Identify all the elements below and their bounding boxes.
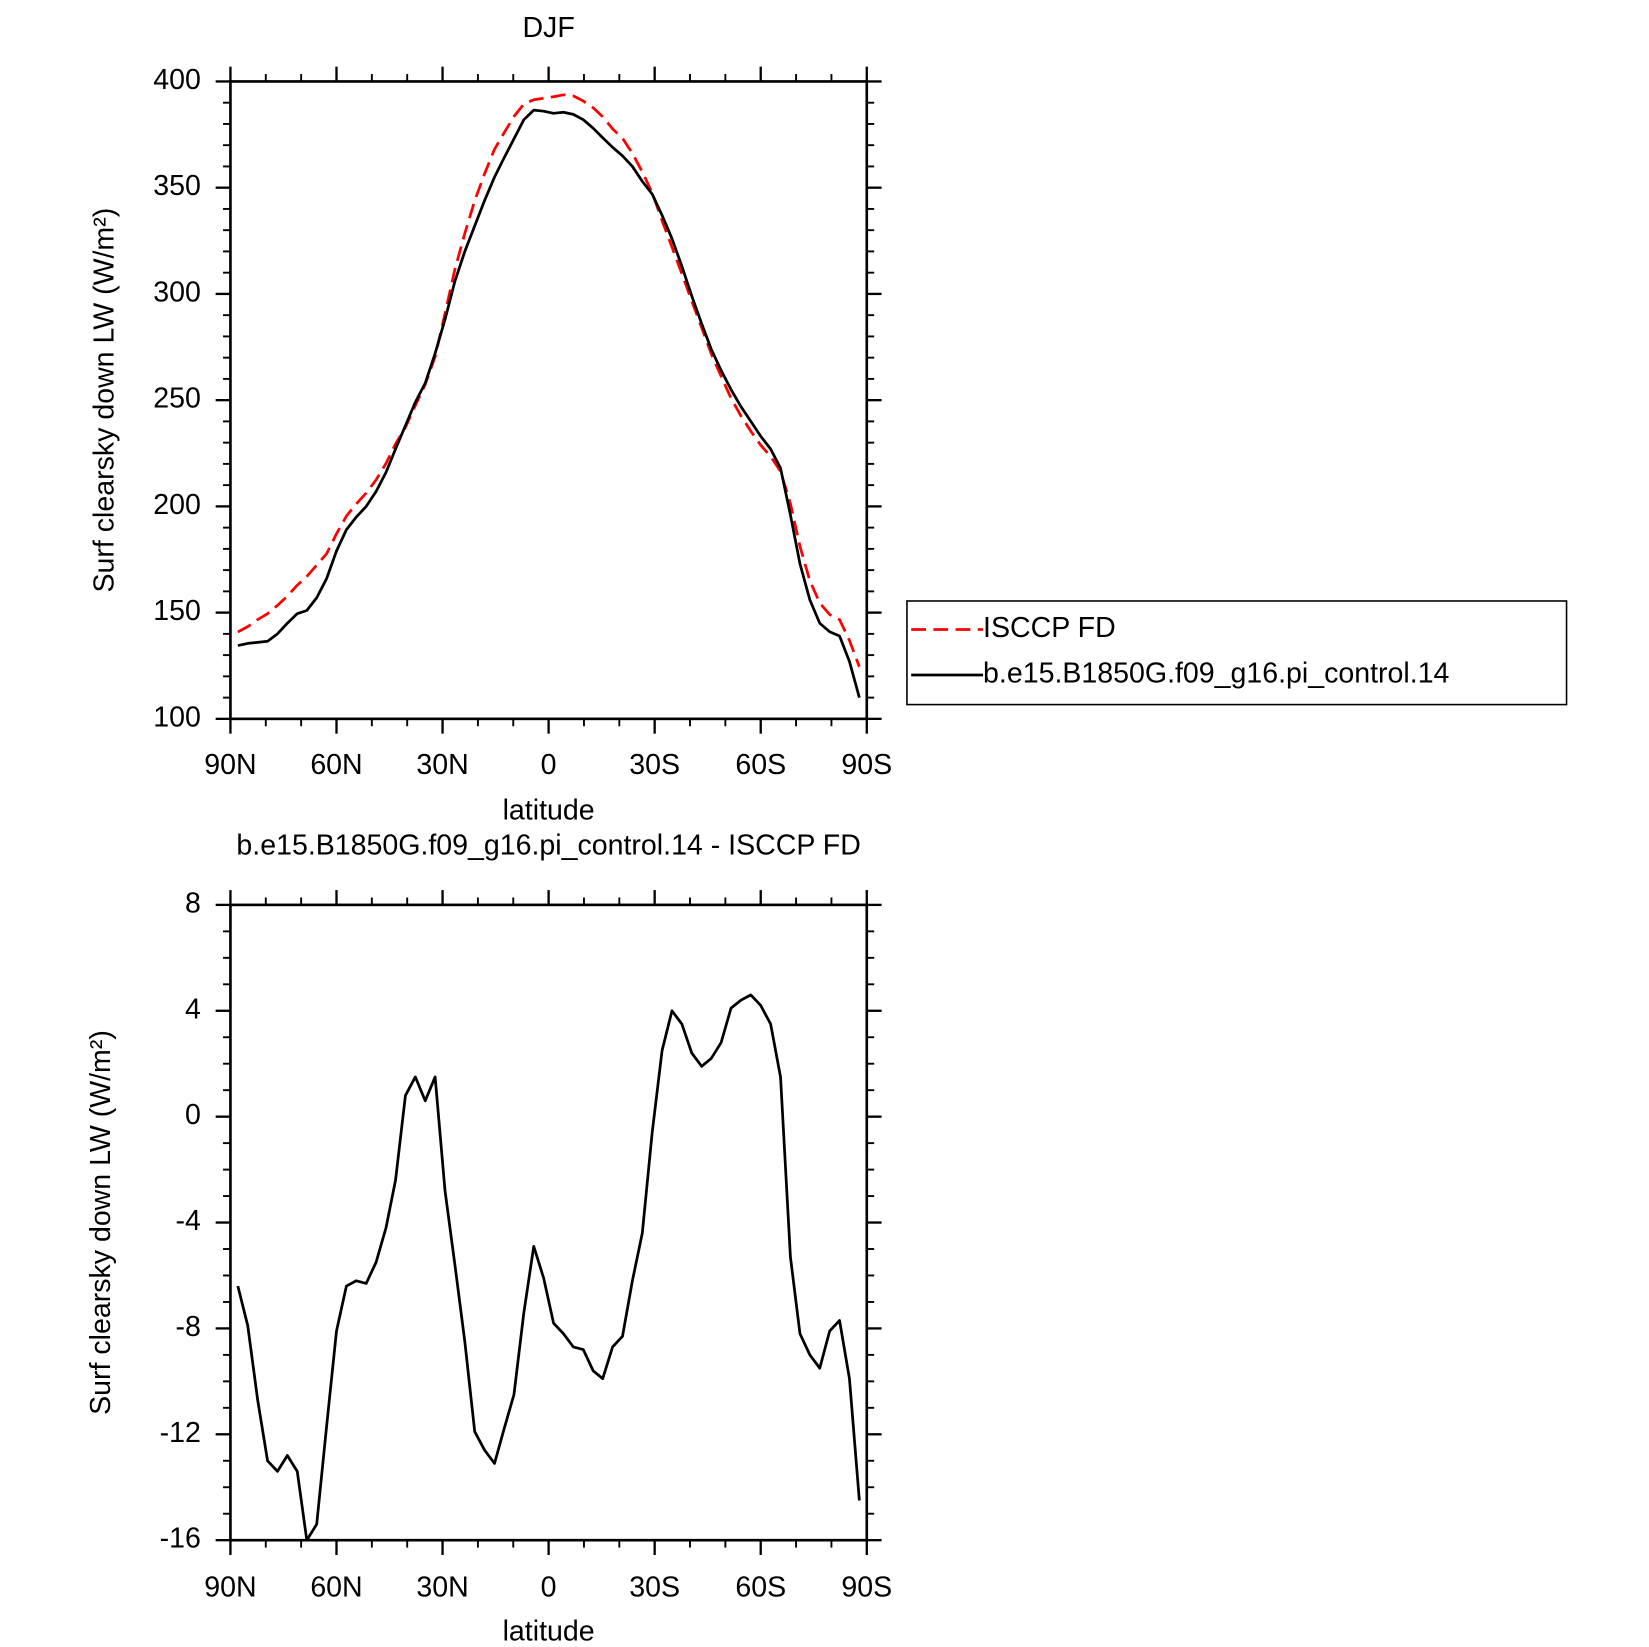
chart-title: b.e15.B1850G.f09_g16.pi_control.14 - ISC… [236,829,860,861]
y-tick-label: -12 [160,1417,201,1449]
plot-frame [229,80,869,721]
data-line [237,108,861,698]
x-tick-label: 90N [204,1571,256,1603]
y-tick-label: 8 [185,887,201,919]
x-tick-label: 0 [541,1571,557,1603]
y-tick-label: -4 [175,1205,201,1237]
legend-label: ISCCP FD [983,612,1116,644]
x-tick-label: 30N [416,1571,468,1603]
y-axis-label: Surf clearsky down LW (W/m²) [88,208,120,593]
legend-box [906,600,1568,706]
x-tick-label: 60S [735,1571,786,1603]
x-tick-label: 0 [541,749,557,781]
chart-title: DJF [522,12,574,44]
data-line [237,93,861,668]
x-tick-label: 60N [310,749,362,781]
y-tick-label: 150 [153,595,201,627]
y-tick-label: 400 [153,64,201,96]
y-tick-label: 4 [185,993,201,1025]
data-line [236,993,861,1542]
legend-label: b.e15.B1850G.f09_g16.pi_control.14 [983,658,1450,690]
y-tick-label: 0 [185,1099,201,1131]
x-tick-label: 90S [841,1571,892,1603]
y-axis-label: Surf clearsky down LW (W/m²) [85,1030,117,1415]
y-tick-label: 250 [153,383,201,415]
x-tick-label: 30S [629,1571,680,1603]
y-tick-label: 200 [153,489,201,521]
x-tick-label: 60N [310,1571,362,1603]
y-tick-label: 300 [153,276,201,308]
y-tick-label: -16 [160,1523,201,1555]
x-tick-label: 90S [841,749,892,781]
y-tick-label: 350 [153,170,201,202]
x-tick-label: 60S [735,749,786,781]
x-axis-label: latitude [503,794,595,826]
y-tick-label: -8 [175,1311,200,1343]
x-tick-label: 30S [629,749,680,781]
x-axis-label: latitude [503,1616,595,1647]
x-tick-label: 90N [204,749,256,781]
y-tick-label: 100 [153,701,201,733]
x-tick-label: 30N [416,749,468,781]
